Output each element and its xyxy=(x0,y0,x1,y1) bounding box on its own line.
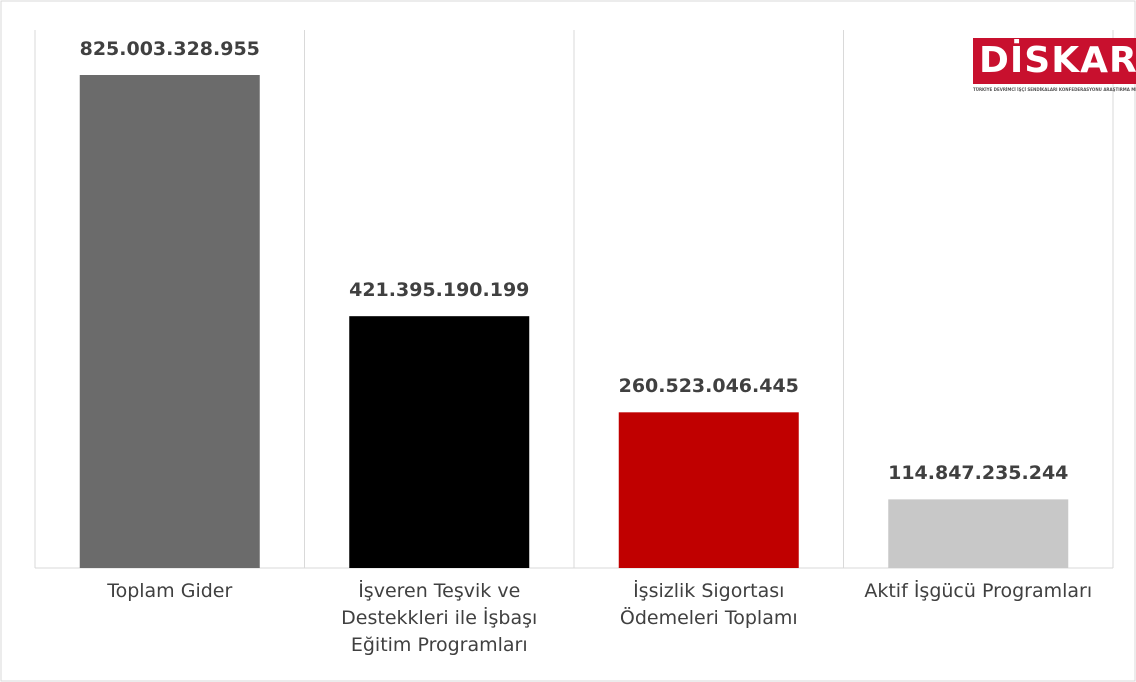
bar xyxy=(79,75,260,568)
value-label: 421.395.190.199 xyxy=(349,279,530,302)
x-tick-label: İşveren Teşvik ve Destekkleri ile İşbaşı… xyxy=(341,580,538,656)
x-tick-label: İşsizlik Sigortası Ödemeleri Toplamı xyxy=(619,580,798,629)
logo-name: DİSKAR xyxy=(973,38,1136,84)
bar xyxy=(618,412,799,568)
logo: DİSKAR TÜRKİYE DEVRİMCİ İŞÇİ SENDİKALARI… xyxy=(973,38,1136,98)
x-tick-label: Toplam Gider xyxy=(107,580,233,602)
value-label: 260.523.046.445 xyxy=(618,375,799,398)
logo-subtitle: TÜRKİYE DEVRİMCİ İŞÇİ SENDİKALARI KONFED… xyxy=(973,87,1136,92)
value-label: 114.847.235.244 xyxy=(888,462,1069,485)
bar xyxy=(349,316,530,568)
bar xyxy=(888,499,1069,568)
value-label: 825.003.328.955 xyxy=(79,38,260,60)
x-tick-label: Aktif İşgücü Programları xyxy=(864,580,1093,602)
